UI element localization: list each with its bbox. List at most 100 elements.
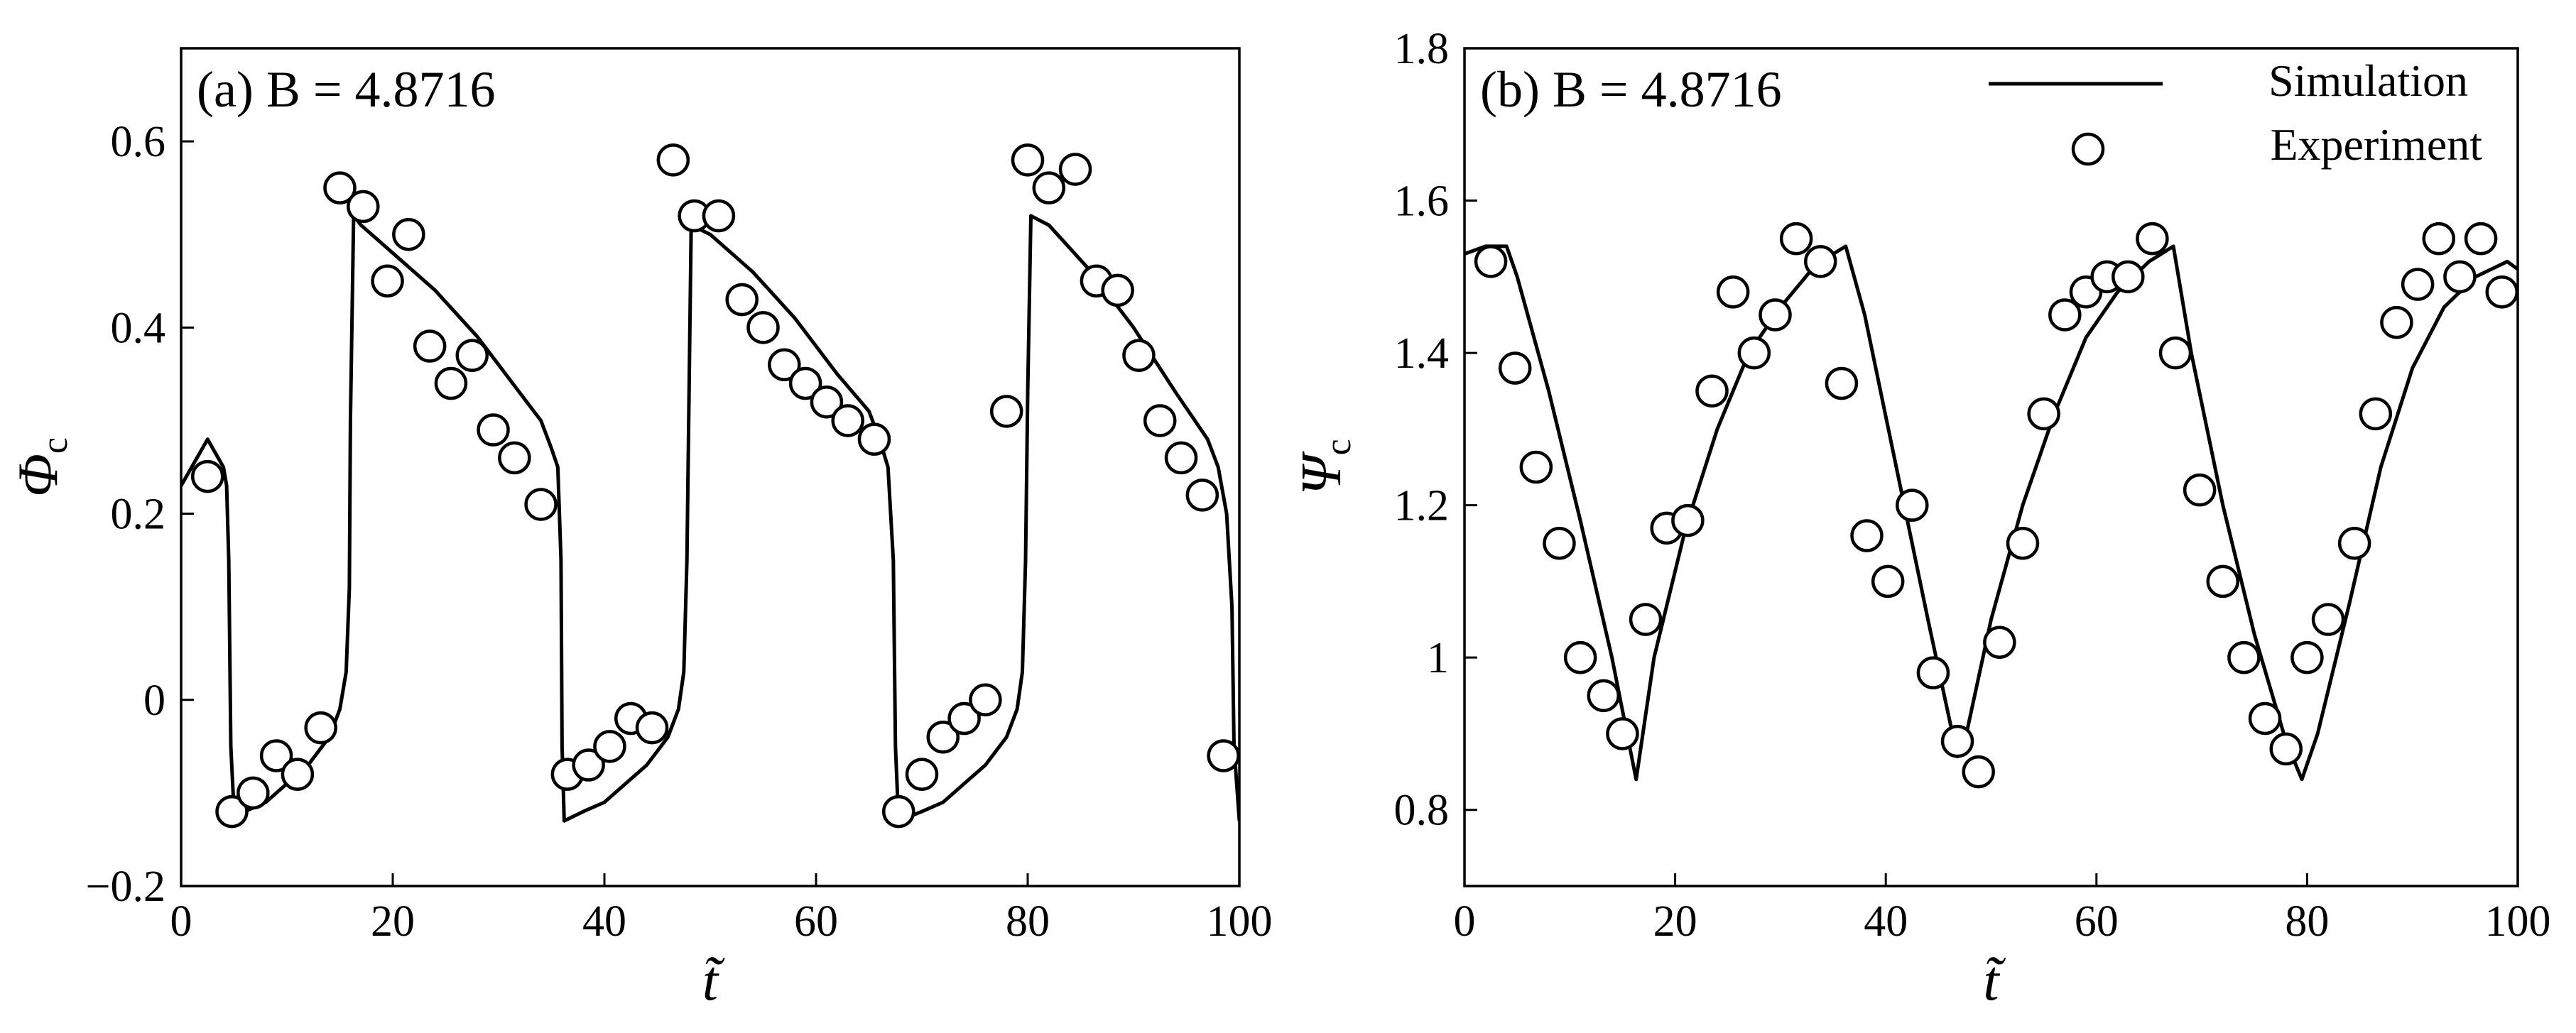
- panel-b-experiment-point: [1962, 755, 1995, 789]
- panel-a-y-tick-label: 0.4: [111, 304, 166, 352]
- panel-a: 0 20 40 60 80 100−0.200.20.40.6 (a) B = 4.871…: [7, 47, 1273, 1012]
- panel-b-experiment-point: [2337, 527, 2371, 560]
- panel-a-experiment-point: [455, 339, 489, 372]
- panel-b-experiment-point: [2464, 222, 2498, 256]
- panel-b-experiment-point: [1474, 245, 1508, 278]
- panel-a-experiment-point: [1185, 479, 1219, 512]
- panel-b-y-tick-label: 0.8: [1394, 787, 1450, 835]
- panel-b-experiment-point: [2422, 222, 2456, 256]
- panel-a-experiment-point: [237, 776, 270, 810]
- panel-b-experiment-point: [1716, 275, 1750, 309]
- panel-b-experiment-point: [2112, 260, 2145, 294]
- panel-a-experiment-point: [1011, 143, 1045, 177]
- panel-b-experiment-point: [2006, 527, 2040, 560]
- panel-b-experiment-point: [1779, 222, 1813, 256]
- panel-b-frame: [1463, 47, 2519, 887]
- panel-a-experiment-point: [989, 395, 1023, 428]
- panel-a-x-tick-label: 40: [582, 897, 626, 946]
- panel-a-experiment-point: [413, 329, 447, 363]
- panel-b-label: (b) B = 4.8716: [1480, 61, 1782, 118]
- panel-a-experiment-point: [947, 701, 981, 736]
- panel-a-experiment-point: [1143, 404, 1177, 437]
- panel-a-simulation-line: [181, 214, 1239, 823]
- panel-a-experiment-point: [281, 758, 315, 791]
- panel-a-experiment-point: [1207, 739, 1239, 772]
- panel-b-legend: Simulation Experiment: [1989, 55, 2482, 170]
- panel-a-x-tick-label: 60: [794, 897, 838, 946]
- panel-b-y-tick-label: 1.2: [1394, 482, 1450, 530]
- panel-b-ticks: 0 20 40 60 80 100 0.8 1 1.2 1.4 1.6 1.8: [1394, 25, 2551, 946]
- panel-a-experiment-point: [498, 441, 531, 475]
- panel-b-y-tick-label: 1: [1427, 634, 1449, 682]
- panel-a-experiment-point: [768, 348, 801, 382]
- panel-a-x-tick-label: 20: [371, 897, 415, 946]
- panel-a-experiment-point: [969, 683, 1002, 717]
- panel-a-experiment-point: [191, 459, 224, 493]
- panel-b-experiment-point: [2380, 305, 2413, 339]
- panel-b-x-tick-label: 80: [2285, 897, 2329, 946]
- panel-b-y-axis-label: Ψc: [1290, 439, 1359, 495]
- panel-a-experiment-point: [831, 404, 864, 437]
- panel-a-y-tick-label: 0.2: [111, 491, 166, 539]
- panel-b-experiment-point: [1695, 374, 1729, 408]
- panel-b-experiment-point: [1850, 519, 1884, 552]
- panel-a-experiment-point: [1058, 153, 1092, 186]
- panel-a-experiment-point: [1032, 171, 1066, 204]
- panel-a-marks: [181, 143, 1239, 829]
- panel-a-experiment-point: [635, 711, 669, 745]
- panel-b-experiment-point: [1519, 450, 1553, 484]
- panel-a-experiment-point: [746, 311, 780, 344]
- panel-a-experiment-point: [572, 748, 605, 782]
- panel-a-experiment-point: [477, 413, 510, 447]
- panel-b-experiment-point: [1587, 679, 1621, 713]
- panel-b-x-tick-label: 60: [2075, 897, 2119, 946]
- panel-b-experiment-point: [1498, 351, 1532, 385]
- panel-a-y-axis-symbol: Φ: [7, 454, 70, 497]
- panel-a-x-tick-label: 0: [170, 897, 192, 946]
- panel-a-experiment-point: [857, 422, 891, 456]
- panel-b-experiment-point: [1737, 336, 1771, 370]
- panel-a-experiment-point: [304, 711, 337, 745]
- panel-b-experiment-point: [1983, 625, 2016, 659]
- panel-a-experiment-point: [881, 794, 915, 829]
- panel-b-experiment-point: [2158, 336, 2192, 370]
- panel-b-y-tick-label: 1.4: [1394, 329, 1450, 378]
- panel-a-x-tick-label: 80: [1006, 897, 1050, 946]
- panel-a-experiment-point: [702, 199, 736, 233]
- panel-b-experiment-point: [1629, 603, 1663, 636]
- panel-b-experiment-point: [2269, 732, 2303, 766]
- panel-b-x-tick-label: 20: [1653, 897, 1697, 946]
- panel-b-experiment-point: [2401, 268, 2435, 301]
- panel-b-experiment-point: [1606, 717, 1639, 750]
- panel-a-experiment-point: [347, 190, 380, 224]
- panel-a-experiment-point: [434, 366, 468, 400]
- panel-b-experiment-point: [2027, 397, 2060, 431]
- panel-a-experiment-point: [215, 794, 249, 829]
- panel-a-experiment-point: [593, 730, 626, 763]
- panel-a-experiment-point: [1122, 339, 1156, 372]
- panel-b-x-tick-label: 0: [1454, 897, 1476, 946]
- panel-b-experiment-point: [1916, 656, 1950, 689]
- panel-a-y-tick-label: −0.2: [86, 863, 165, 911]
- panel-b-experiment-point: [1940, 724, 1974, 758]
- panel-b-experiment-point: [2359, 397, 2393, 431]
- panel-b-experiment-point: [1871, 564, 1905, 599]
- panel-a-y-tick-label: 0: [143, 677, 165, 725]
- panel-a-experiment-point: [656, 143, 690, 177]
- panel-b-marks: [1464, 222, 2518, 789]
- panel-a-y-axis-label: Φc: [7, 437, 75, 497]
- panel-b: 0 20 40 60 80 100 0.8 1 1.2 1.4 1.6 1.8 (b) B = 4.8…: [1290, 25, 2551, 1012]
- legend-experiment-marker: [2071, 132, 2105, 166]
- panel-b-experiment-point: [2443, 260, 2477, 294]
- panel-b-x-tick-label: 100: [2485, 897, 2551, 946]
- panel-b-experiment-point: [2136, 222, 2169, 256]
- panel-b-y-tick-label: 1.8: [1394, 25, 1450, 73]
- panel-b-y-tick-label: 1.6: [1394, 177, 1450, 226]
- panel-a-experiment-point: [323, 171, 357, 204]
- panel-a-experiment-point: [725, 283, 759, 317]
- panel-a-experiment-point: [788, 366, 822, 400]
- panel-a-ticks: 0 20 40 60 80 100−0.200.20.40.6: [86, 118, 1273, 946]
- panel-a-label: (a) B = 4.8716: [197, 61, 496, 118]
